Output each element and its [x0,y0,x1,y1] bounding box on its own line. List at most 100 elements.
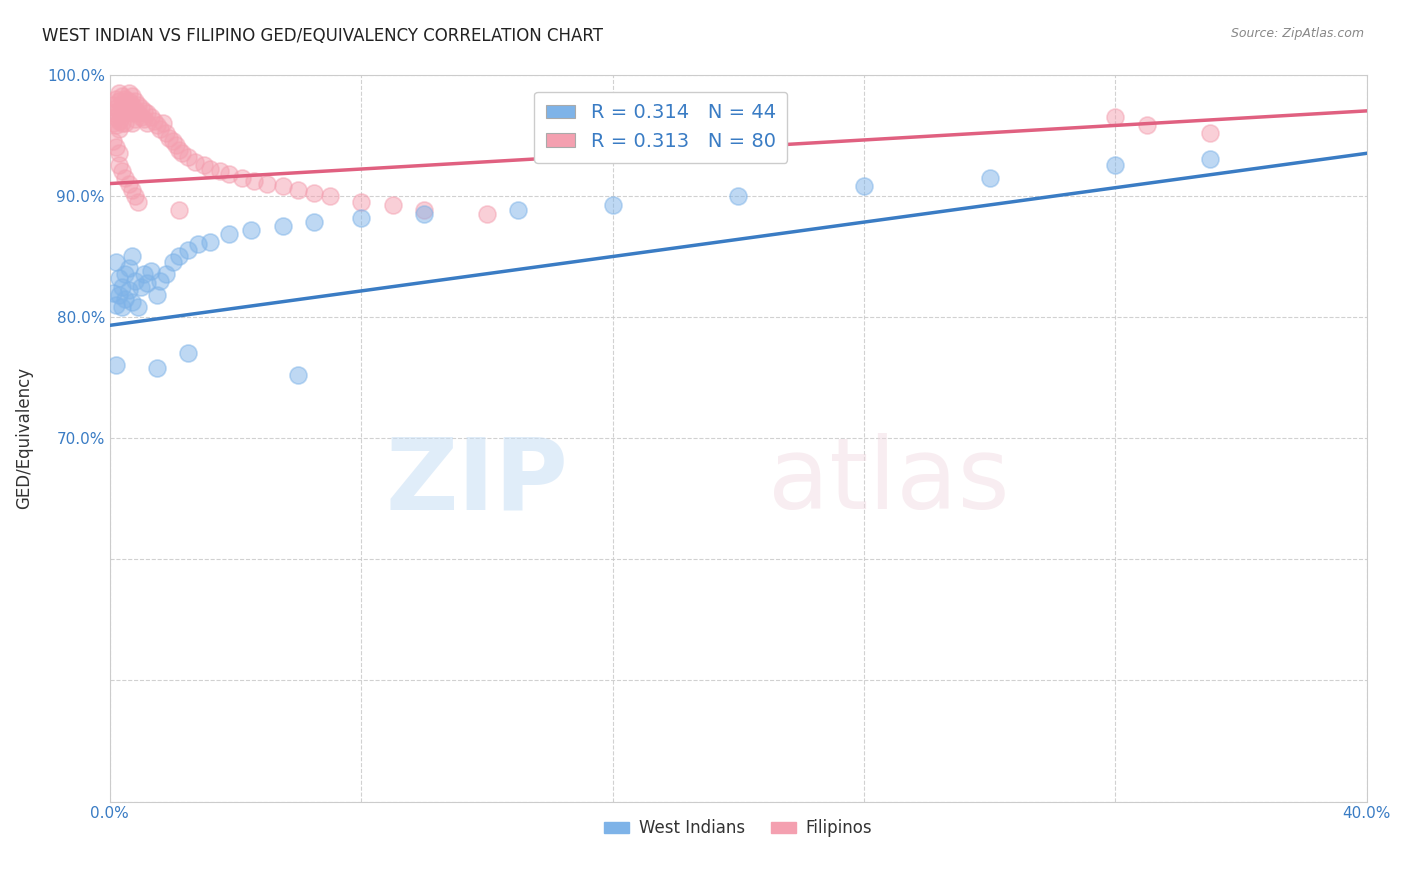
Point [111,279,134,293]
Point [149,122,172,136]
Point [853,179,876,194]
Point [105,119,128,133]
Point [381,198,404,212]
Point [413,207,436,221]
Point [231,170,253,185]
Point [508,203,530,218]
Point [121,249,143,263]
Point [124,94,146,108]
Text: WEST INDIAN VS FILIPINO GED/EQUIVALENCY CORRELATION CHART: WEST INDIAN VS FILIPINO GED/EQUIVALENCY … [42,27,603,45]
Point [200,162,222,177]
Point [727,188,749,202]
Point [121,116,143,130]
Point [101,285,124,300]
Point [183,154,205,169]
Point [111,89,134,103]
Point [124,188,146,202]
Point [139,264,162,278]
Point [167,143,190,157]
Point [101,134,124,148]
Point [114,98,136,112]
Point [1198,126,1220,140]
Point [117,103,139,118]
Point [155,126,177,140]
Point [136,116,159,130]
Point [111,164,134,178]
Point [127,194,149,209]
Point [162,134,184,148]
Point [121,106,143,120]
Point [136,276,159,290]
Point [165,137,187,152]
Point [177,244,200,258]
Point [159,130,181,145]
Point [105,298,128,312]
Point [200,235,222,249]
Point [108,94,131,108]
Point [114,170,136,185]
Point [208,164,231,178]
Point [111,116,134,130]
Point [350,211,373,225]
Point [121,183,143,197]
Point [117,86,139,100]
Point [114,268,136,282]
Point [114,292,136,306]
Point [105,110,128,124]
Point [105,102,128,116]
Point [127,300,149,314]
Point [271,219,294,233]
Point [108,113,131,128]
Point [129,279,152,293]
Point [105,140,128,154]
Point [413,203,436,218]
Point [475,207,498,221]
Point [108,288,131,302]
Point [117,94,139,108]
Point [319,188,342,202]
Point [167,203,190,218]
Legend: West Indians, Filipinos: West Indians, Filipinos [598,813,879,844]
Point [108,146,131,161]
Point [108,103,131,118]
Point [146,119,169,133]
Point [146,288,169,302]
Point [108,271,131,285]
Point [111,300,134,314]
Point [121,295,143,310]
Point [134,268,156,282]
Point [979,170,1001,185]
Point [101,116,124,130]
Point [149,273,172,287]
Point [108,122,131,136]
Point [134,112,156,127]
Point [177,150,200,164]
Point [1136,119,1159,133]
Text: atlas: atlas [768,434,1010,530]
Point [124,112,146,127]
Point [271,179,294,194]
Text: Source: ZipAtlas.com: Source: ZipAtlas.com [1230,27,1364,40]
Point [1104,158,1126,172]
Point [602,198,624,212]
Point [302,186,325,201]
Point [117,177,139,191]
Point [108,86,131,100]
Point [105,359,128,373]
Point [124,103,146,118]
Point [129,110,152,124]
Point [167,249,190,263]
Point [256,177,278,191]
Point [177,346,200,360]
Point [127,98,149,112]
Point [111,106,134,120]
Point [101,98,124,112]
Point [170,146,193,161]
Point [114,92,136,106]
Point [302,215,325,229]
Point [240,222,263,236]
Point [117,261,139,276]
Point [287,368,309,382]
Point [127,106,149,120]
Y-axis label: GED/Equivalency: GED/Equivalency [15,367,32,509]
